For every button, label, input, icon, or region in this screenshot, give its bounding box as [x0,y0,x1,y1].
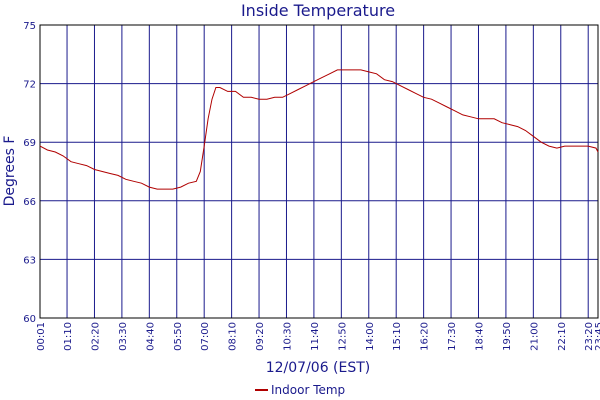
legend-label: Indoor Temp [271,383,345,397]
y-tick-label: 75 [23,21,36,32]
y-tick-label: 72 [23,80,36,91]
x-tick-label: 08:10 [228,322,239,351]
x-tick-label: 17:30 [447,322,458,351]
x-tick-label: 01:10 [63,322,74,351]
y-axis-label: Degrees F [2,136,18,207]
x-tick-label: 14:00 [365,322,376,351]
legend: Indoor Temp [255,383,345,397]
x-tick-label: 22:10 [557,322,568,351]
plot-area-border [39,24,599,319]
x-axis-ticks: 00:01 01:10 02:20 03:30 04:40 05:50 07:00 08:10… [36,322,600,351]
y-axis-ticks: 60 63 66 69 72 75 [23,21,36,325]
y-tick-label: 60 [23,314,36,325]
x-tick-label: 09:20 [255,322,266,351]
x-tick-label: 05:50 [173,322,184,351]
y-tick-label: 69 [23,138,36,149]
x-tick-label: 15:10 [392,322,403,351]
chart-title: Inside Temperature [241,1,395,20]
x-tick-label: 21:00 [529,322,540,351]
x-tick-label: 12:50 [337,322,348,351]
x-tick-label: 23:20 [584,322,595,351]
grid-lines [39,24,599,319]
series-line-indoor-temp [39,69,599,190]
x-tick-label: 23:45 [594,322,600,351]
x-tick-label: 11:40 [310,322,321,351]
x-tick-label: 00:01 [36,322,47,351]
x-tick-label: 16:20 [420,322,431,351]
y-tick-label: 66 [23,197,36,208]
x-tick-label: 07:00 [200,322,211,351]
y-tick-label: 63 [23,255,36,266]
x-tick-label: 19:50 [502,322,513,351]
x-tick-label: 18:40 [474,322,485,351]
x-axis-label: 12/07/06 (EST) [266,360,371,376]
x-tick-label: 10:30 [282,322,293,351]
x-tick-label: 03:30 [118,322,129,351]
x-tick-label: 04:40 [145,322,156,351]
x-tick-label: 02:20 [90,322,101,351]
